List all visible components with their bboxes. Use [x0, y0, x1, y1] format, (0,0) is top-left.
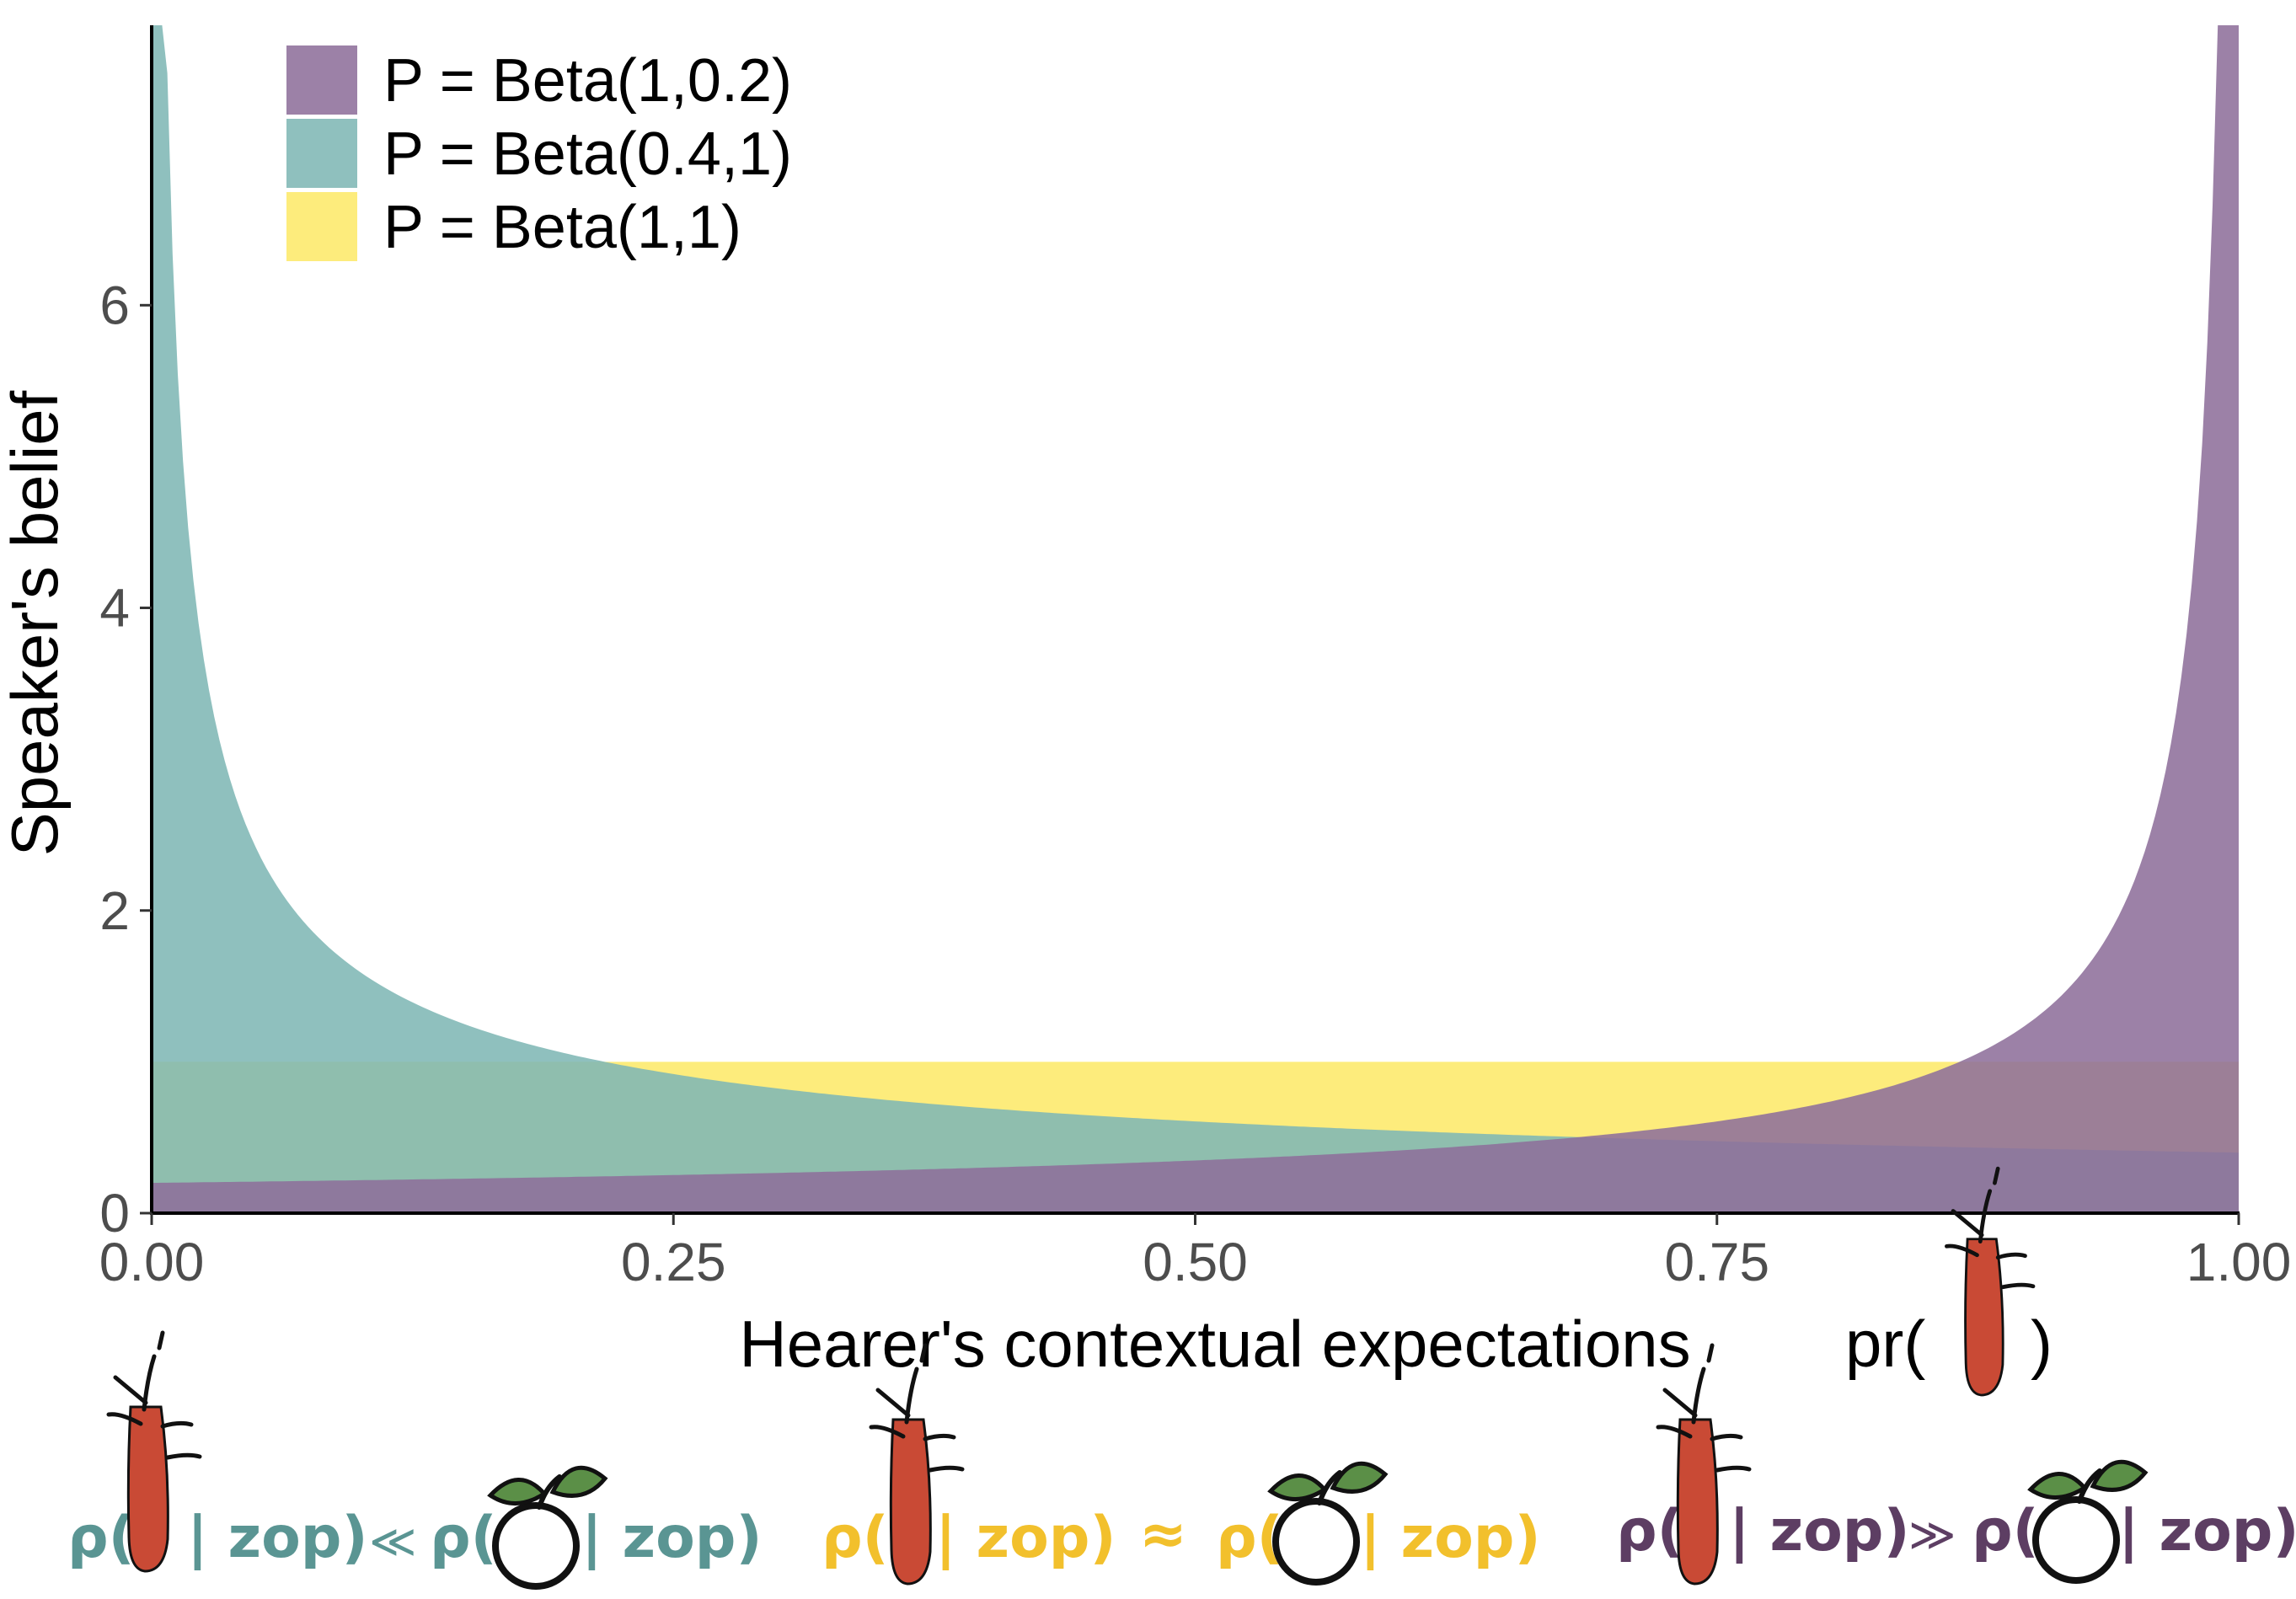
- annotation-approx-end: | zop): [1360, 1505, 1541, 1571]
- plot-area: [152, 25, 2239, 1213]
- annotation-gg-mid: | zop): [1729, 1498, 1910, 1564]
- annotation-ll: ρ( | zop) ≪ ρ( | zop): [67, 1333, 763, 1586]
- annotation-ll-open: ρ(: [67, 1505, 135, 1571]
- annotation-ll-relation: ≪: [369, 1515, 417, 1568]
- axis-ticks: 0.00 0.25 0.50 0.75 1.00 0 2 4 6: [99, 275, 2292, 1292]
- x-axis-title-prob-close: ): [2031, 1307, 2052, 1381]
- annotation-ll-end: | zop): [581, 1505, 763, 1571]
- y-tick-label: 4: [99, 578, 130, 639]
- x-tick-label: 0.50: [1143, 1232, 1248, 1292]
- density-area-1-0.2: [152, 25, 2239, 1213]
- legend-label-beta-1-0.2: P = Beta(1,0.2): [383, 47, 792, 115]
- x-tick-label: 0.25: [621, 1232, 726, 1292]
- density-area-0.4-1: [152, 25, 2239, 1213]
- annotation-gg-end: | zop): [2118, 1498, 2296, 1564]
- annotation-ll-open2: ρ(: [430, 1505, 497, 1571]
- x-tick-label: 1.00: [2186, 1232, 2292, 1292]
- annotation-approx-mid: | zop): [935, 1505, 1116, 1571]
- annotation-ll-mid: | zop): [187, 1505, 368, 1571]
- legend-key-beta-1-0.2: [286, 45, 357, 115]
- legend-label-beta-0.4-1: P = Beta(0.4,1): [383, 120, 792, 188]
- annotation-gg-open2: ρ(: [1972, 1498, 2039, 1564]
- y-axis-title: Speaker's belief: [0, 390, 72, 856]
- annotation-gg: ρ( | zop) ≫ ρ( | zop): [1616, 1345, 2296, 1584]
- y-tick-label: 0: [99, 1183, 130, 1243]
- annotation-approx-open: ρ(: [822, 1505, 889, 1571]
- annotation-gg-open: ρ(: [1616, 1498, 1683, 1564]
- annotation-gg-relation: ≫: [1908, 1508, 1956, 1561]
- annotation-approx-relation: ≈: [1139, 1501, 1187, 1568]
- legend-key-beta-1-1: [286, 192, 357, 261]
- legend-key-beta-0.4-1: [286, 119, 357, 188]
- legend: P = Beta(1,0.2) P = Beta(0.4,1) P = Beta…: [286, 45, 792, 261]
- annotation-approx-open2: ρ(: [1216, 1505, 1283, 1571]
- x-axis-title-prob-open: pr(: [1845, 1307, 1925, 1381]
- x-axis-title: Hearer's contextual expectations: [739, 1307, 1690, 1381]
- x-tick-label: 0.00: [99, 1232, 205, 1292]
- y-tick-label: 6: [99, 275, 130, 335]
- legend-label-beta-1-1: P = Beta(1,1): [383, 194, 741, 261]
- y-tick-label: 2: [99, 880, 130, 941]
- annotation-approx: ρ( | zop) ≈ ρ( | zop): [822, 1345, 1541, 1584]
- x-tick-label: 0.75: [1664, 1232, 1769, 1292]
